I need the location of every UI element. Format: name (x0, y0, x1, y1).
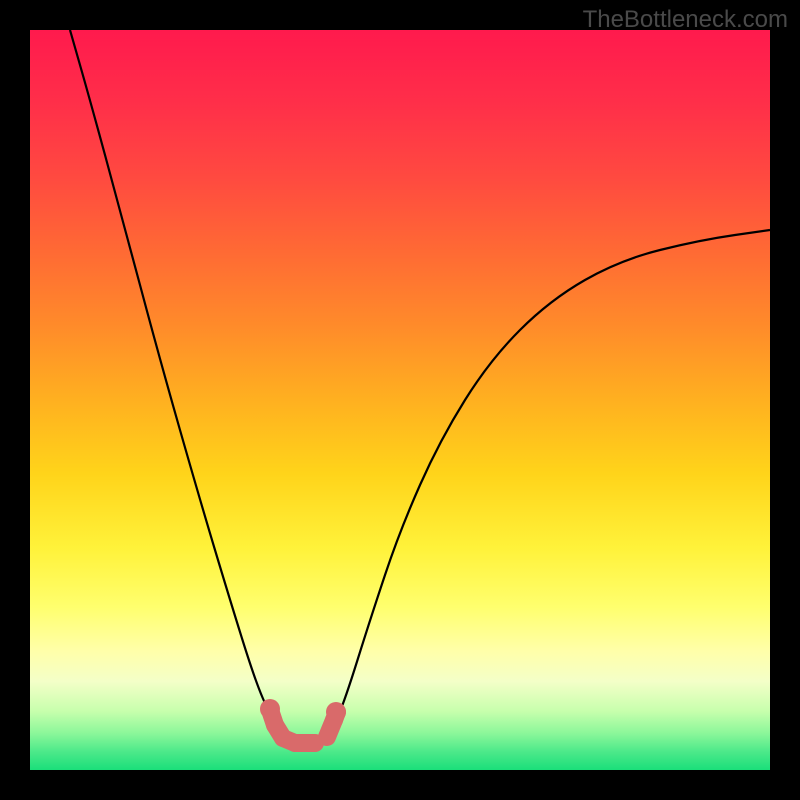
highlight-dot-0 (260, 699, 280, 719)
gradient-panel (30, 30, 770, 770)
chart-container: TheBottleneck.com (0, 0, 800, 800)
bottleneck-curve-chart (0, 0, 800, 800)
watermark-text: TheBottleneck.com (583, 6, 788, 34)
highlight-dot-1 (326, 702, 346, 722)
